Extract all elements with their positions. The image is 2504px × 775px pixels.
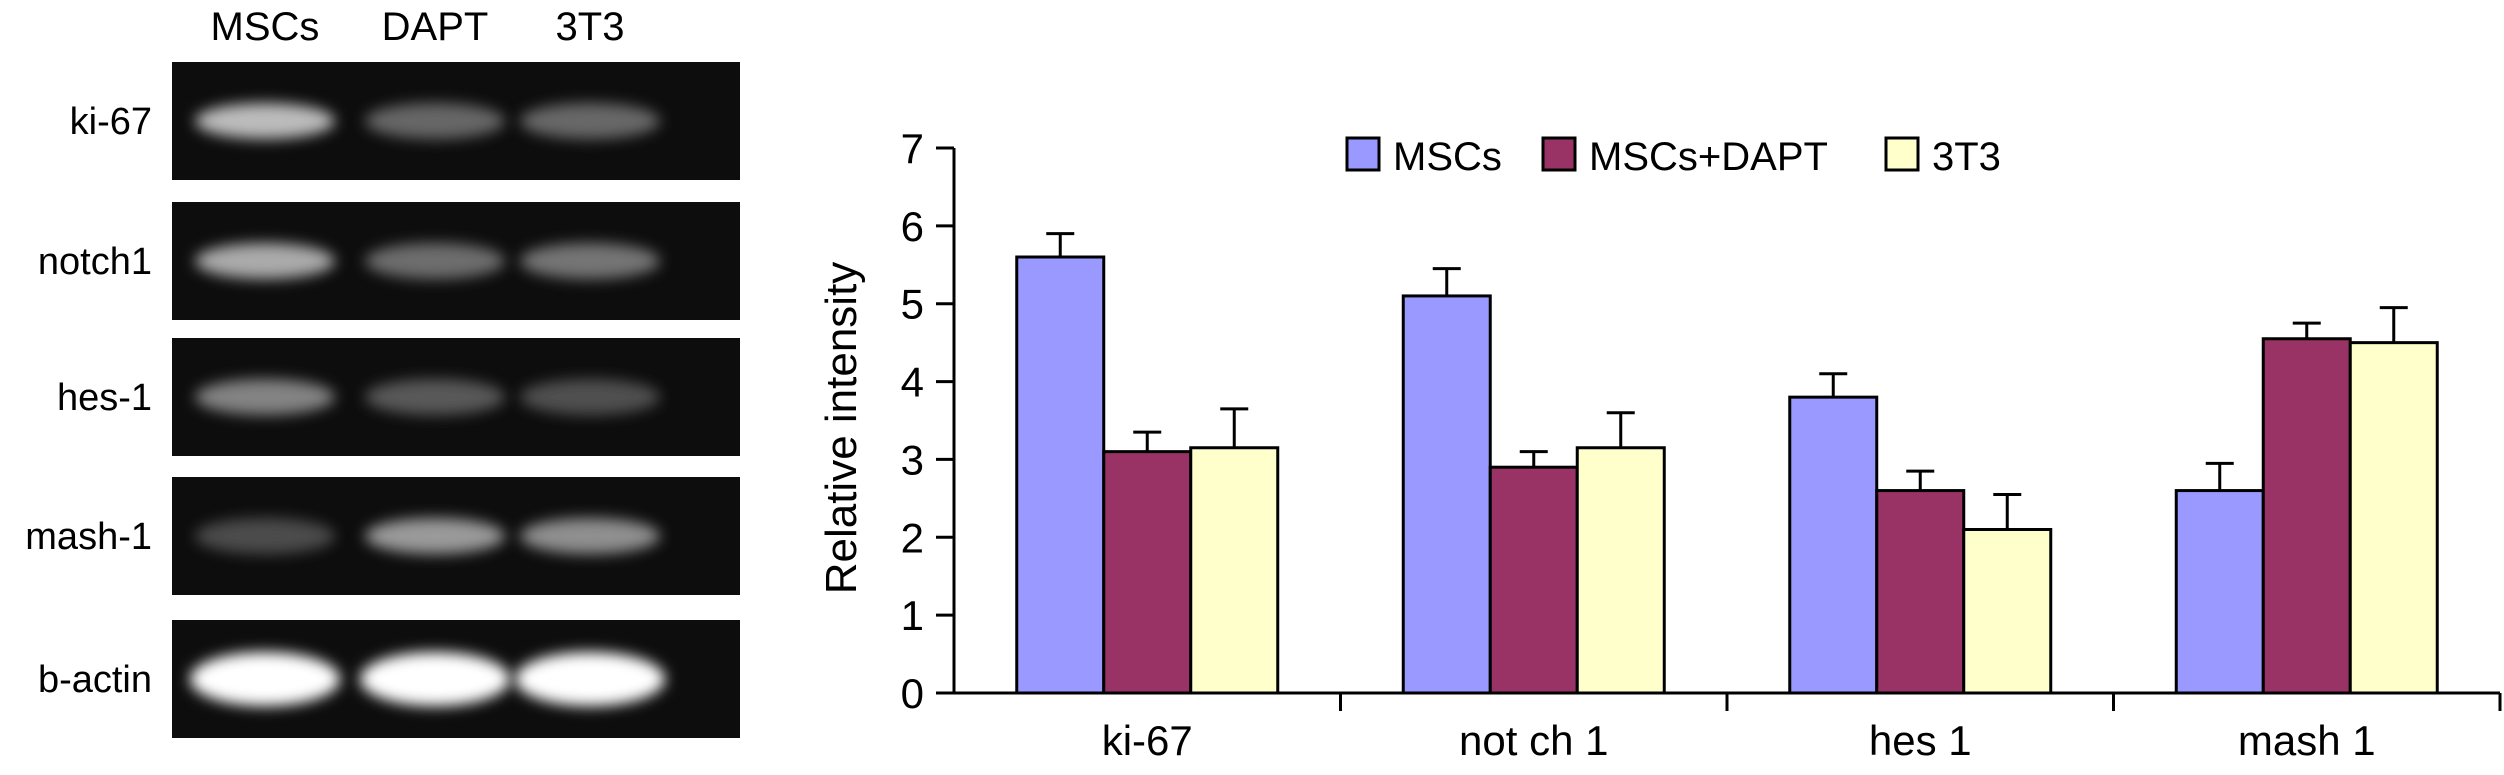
gel-band (195, 379, 335, 415)
legend-label: MSCs+DAPT (1589, 135, 1828, 179)
y-tick-label: 4 (901, 359, 924, 406)
gel-band (365, 243, 505, 279)
legend-item: MSCs+DAPT (1541, 135, 1828, 179)
gel-row: notch1 (38, 202, 740, 320)
bar (1015, 255, 1106, 695)
gel-band (195, 518, 335, 554)
gel-row-label: mash-1 (25, 516, 152, 558)
legend-swatch (1541, 136, 1577, 172)
legend: MSCs MSCs+DAPT 3T3 (1345, 135, 2001, 179)
bar (1102, 450, 1193, 695)
bar (1788, 395, 1879, 695)
y-axis-title: Relative intensity (817, 262, 866, 595)
y-tick-label: 5 (901, 281, 924, 328)
x-tick-label: hes 1 (1869, 717, 1972, 764)
gel-band (515, 652, 665, 706)
gel-row-label: hes-1 (57, 377, 152, 419)
gel-band (365, 518, 505, 554)
gel-band (520, 103, 660, 139)
gel-lane-label: 3T3 (556, 5, 625, 49)
bar (1575, 446, 1666, 695)
gel-lane-label: MSCs (211, 5, 320, 49)
x-tick-label: mash 1 (2238, 717, 2376, 764)
gel-band (190, 652, 340, 706)
x-ticks: ki-67 not ch 1 hes 1 mash 1 (1102, 693, 2502, 764)
bar-chart: MSCs MSCs+DAPT 3T3 0 1 2 3 4 5 6 7 ki-67 not ch 1 h… (817, 125, 2502, 764)
gel-rows: ki-67 notch1 hes-1 mash-1 b-actin (25, 62, 740, 738)
gel-row-label: ki-67 (70, 101, 152, 143)
gel-band (520, 518, 660, 554)
bar (1962, 528, 2053, 695)
y-tick-label: 1 (901, 592, 924, 639)
legend-item: 3T3 (1884, 135, 2001, 179)
legend-label: 3T3 (1932, 135, 2001, 179)
gel-row-label: notch1 (38, 241, 152, 283)
gel-band (520, 243, 660, 279)
bar (2348, 341, 2439, 695)
y-tick-label: 0 (901, 670, 924, 717)
gel-lane-labels: MSCs DAPT 3T3 (211, 5, 625, 49)
gel-row: mash-1 (25, 477, 740, 595)
bars (1015, 232, 2439, 695)
gel-band (365, 379, 505, 415)
gel-row-label: b-actin (38, 659, 152, 701)
gel-panel: MSCs DAPT 3T3 ki-67 notch1 hes-1 mash-1 b-acti… (25, 5, 740, 738)
gel-band (365, 103, 505, 139)
x-tick-label: ki-67 (1102, 717, 1193, 764)
bar (2174, 489, 2265, 695)
gel-row: ki-67 (70, 62, 740, 180)
gel-row: hes-1 (57, 338, 740, 456)
y-tick-label: 7 (901, 125, 924, 172)
gel-band (360, 652, 510, 706)
legend-item: MSCs (1345, 135, 1502, 179)
y-tick-label: 2 (901, 514, 924, 561)
bar (1875, 489, 1966, 695)
x-tick-label: not ch 1 (1459, 717, 1608, 764)
gel-row: b-actin (38, 620, 740, 738)
y-ticks: 0 1 2 3 4 5 6 7 (901, 125, 954, 717)
legend-swatch (1345, 136, 1381, 172)
legend-swatch (1884, 136, 1920, 172)
gel-lane-label: DAPT (382, 5, 489, 49)
y-tick-label: 3 (901, 436, 924, 483)
gel-band (195, 243, 335, 279)
bar (2261, 337, 2352, 695)
bar (1189, 446, 1280, 695)
y-tick-label: 6 (901, 203, 924, 250)
legend-label: MSCs (1393, 135, 1502, 179)
bar (1401, 294, 1492, 695)
bar (1488, 465, 1579, 695)
gel-band (520, 379, 660, 415)
gel-band (195, 103, 335, 139)
